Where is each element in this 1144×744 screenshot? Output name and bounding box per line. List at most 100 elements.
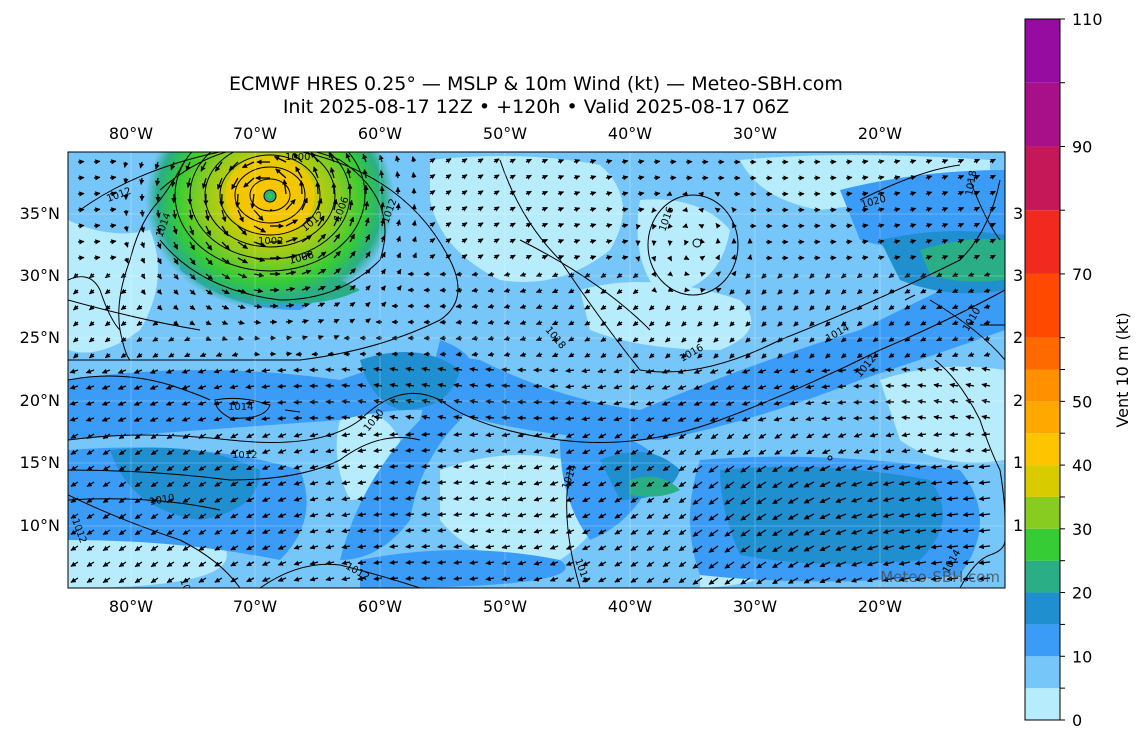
colorbar-segment (1025, 146, 1060, 211)
wind-arrow (181, 368, 191, 374)
wind-arrow (93, 159, 101, 165)
wind-arrow (439, 303, 447, 309)
wind-arrow (632, 272, 639, 279)
lon-tick-label: 30°W (733, 124, 777, 143)
wind-arrow (600, 336, 607, 342)
wind-arrow (229, 368, 239, 374)
wind-arrow (205, 335, 212, 341)
wind-arrow (405, 382, 415, 388)
longitude-ticks-bottom: 80°W 70°W 60°W 50°W 40°W 30°W 20°W (109, 597, 902, 616)
wind-arrow (952, 352, 959, 357)
wind-arrow (173, 273, 179, 280)
wind-arrow (429, 189, 436, 196)
wind-arrow (69, 400, 79, 406)
wind-arrow (237, 225, 247, 236)
wind-arrow (893, 191, 901, 197)
wind-arrow (380, 235, 386, 243)
wind-arrow (317, 302, 326, 308)
wind-arrow (840, 288, 847, 295)
wind-arrow (872, 288, 879, 295)
wind-arrow (552, 320, 559, 326)
wind-arrow (861, 239, 869, 245)
wind-arrow (156, 304, 163, 311)
colorbar-tick-label: 0 (1072, 711, 1082, 730)
wind-arrow (325, 415, 335, 421)
wind-arrow (349, 285, 356, 291)
wind-arrow (277, 432, 287, 438)
wind-arrow (509, 238, 516, 244)
wind-arrow (437, 527, 447, 533)
wind-arrow (965, 414, 975, 420)
wind-arrow (277, 415, 287, 421)
wind-arrow (345, 152, 351, 163)
wind-arrow (186, 177, 192, 189)
wind-arrow (597, 400, 607, 406)
wind-arrow (395, 155, 401, 163)
wind-arrow (109, 175, 117, 181)
wind-arrow (173, 241, 179, 250)
wind-arrow (509, 254, 516, 260)
wind-arrow (793, 289, 799, 295)
wind-arrow (877, 191, 885, 197)
wind-arrow (253, 351, 261, 357)
wind-arrow (793, 321, 799, 327)
wind-arrow (616, 288, 623, 295)
lon-tick-label: 60°W (358, 597, 402, 616)
south-america-west-coast (68, 494, 241, 588)
wind-arrow (245, 384, 255, 390)
wind-arrow (877, 239, 885, 245)
wind-arrow (349, 233, 356, 243)
wind-arrow (856, 352, 863, 359)
wind-arrow (973, 190, 980, 196)
wind-arrow (389, 366, 399, 372)
wind-arrow (632, 304, 639, 311)
lat-tick-label: 15°N (20, 453, 60, 472)
wind-arrow (295, 166, 303, 179)
wind-arrow (877, 255, 885, 261)
wind-arrow (421, 398, 431, 404)
wind-arrow (965, 398, 975, 404)
wind-arrow (487, 351, 495, 357)
wind-arrow (104, 352, 111, 359)
wind-arrow (565, 399, 575, 406)
wind-arrow (629, 384, 639, 390)
wind-arrow (645, 368, 655, 374)
lat-tick-label: 30°N (20, 266, 60, 285)
wind-arrow (93, 191, 101, 197)
wind-arrow (221, 335, 228, 341)
wind-arrow (552, 288, 559, 294)
wind-arrow (229, 384, 239, 390)
wind-arrow (205, 273, 213, 280)
wind-arrow (519, 303, 527, 309)
wind-arrow (761, 305, 767, 311)
wind-arrow (952, 320, 959, 325)
wind-arrow (395, 219, 401, 227)
wind-arrow (439, 351, 447, 357)
wind-arrow (493, 238, 500, 244)
wind-arrow (461, 222, 468, 228)
wind-arrow (933, 414, 943, 421)
wind-arrow (825, 273, 831, 279)
wind-arrow (253, 225, 266, 233)
wind-arrow (989, 238, 996, 244)
wind-arrow (380, 218, 386, 227)
wind-arrow (136, 352, 143, 358)
wind-arrow (439, 271, 447, 277)
wind-arrow (662, 433, 671, 440)
wind-arrow (877, 175, 885, 181)
wind-arrow (741, 384, 751, 390)
wind-arrow (557, 159, 565, 164)
wind-arrow (568, 352, 575, 358)
wind-arrow (745, 305, 751, 311)
wind-arrow (133, 384, 143, 390)
wind-arrow (973, 238, 980, 244)
wind-arrow (455, 303, 463, 309)
wind-arrow (333, 233, 341, 243)
wind-arrow (313, 166, 319, 179)
wind-arrow (581, 416, 591, 422)
wind-arrow (573, 191, 581, 197)
wind-arrow (952, 336, 959, 341)
wind-arrow (213, 400, 223, 406)
wind-arrow (917, 414, 927, 421)
wind-arrow (789, 416, 799, 422)
